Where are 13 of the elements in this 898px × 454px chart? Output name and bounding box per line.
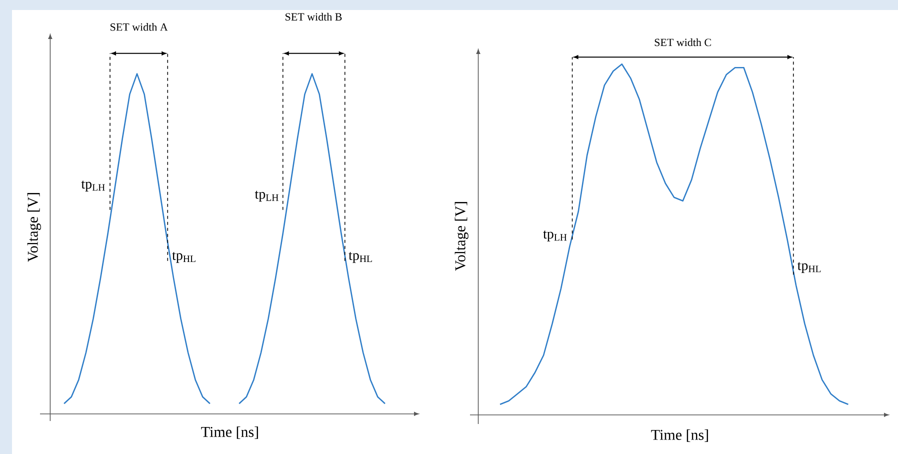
y-axis-title: Voltage [V] bbox=[27, 193, 41, 262]
x-axis-title: Time [ns] bbox=[651, 429, 708, 442]
x-axis-title: Time [ns] bbox=[201, 426, 258, 439]
y-axis-title: Voltage [V] bbox=[454, 202, 468, 271]
annotation: tp$_{LH}$ bbox=[81, 180, 105, 192]
annotation: tp$_{LH}$ bbox=[254, 190, 278, 202]
annotation: tp$_{HL}$ bbox=[797, 262, 821, 273]
text: SET width A bbox=[110, 23, 168, 31]
text: SET width C bbox=[654, 38, 711, 46]
annotation: tp$_{HL}$ bbox=[172, 252, 196, 263]
annotation: tp$_{LH}$ bbox=[543, 230, 567, 242]
text: SET width B bbox=[286, 12, 342, 21]
annotation: tp$_{HL}$ bbox=[348, 252, 372, 263]
